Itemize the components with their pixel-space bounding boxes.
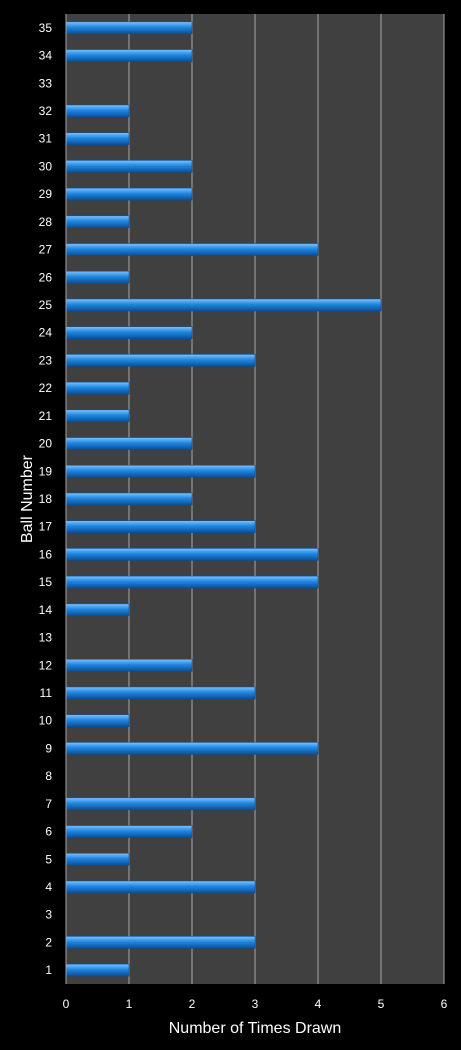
bar — [65, 160, 193, 173]
y-tick-label: 28 — [39, 215, 53, 229]
bar — [65, 603, 130, 617]
y-tick-label: 21 — [39, 409, 53, 423]
y-tick-label: 4 — [45, 880, 52, 894]
y-tick-label: 32 — [39, 104, 53, 118]
bar — [65, 243, 319, 256]
bar — [65, 271, 130, 284]
y-tick-label: 18 — [39, 492, 53, 506]
x-tick-label: 1 — [126, 997, 133, 1011]
y-tick-label: 19 — [39, 464, 53, 478]
y-tick-labels: 1234567891011121314151617181920212223242… — [39, 21, 53, 977]
bar — [65, 659, 193, 672]
bar — [65, 963, 130, 977]
x-tick-label: 4 — [315, 997, 322, 1011]
y-tick-label: 22 — [39, 381, 53, 395]
bar — [65, 548, 319, 561]
y-tick-label: 26 — [39, 270, 53, 284]
x-tick-labels: 0 1 2 3 4 5 6 — [63, 997, 448, 1011]
bar — [65, 742, 319, 755]
y-tick-label: 7 — [45, 797, 52, 811]
bar — [65, 49, 193, 62]
bar — [65, 437, 193, 450]
bar — [65, 21, 193, 35]
bar — [65, 104, 130, 118]
y-tick-label: 27 — [39, 243, 53, 257]
x-tick-label: 6 — [441, 997, 448, 1011]
y-tick-label: 29 — [39, 187, 53, 201]
y-tick-label: 5 — [45, 852, 52, 866]
bar — [65, 492, 193, 506]
bar — [65, 354, 256, 367]
bar — [65, 215, 130, 229]
bar — [65, 326, 193, 339]
x-tick-label: 3 — [252, 997, 259, 1011]
y-tick-label: 34 — [39, 49, 53, 63]
y-tick-label: 30 — [39, 159, 53, 173]
y-tick-label: 8 — [45, 769, 52, 783]
y-tick-label: 10 — [39, 714, 53, 728]
bar — [65, 797, 256, 811]
y-tick-label: 3 — [45, 908, 52, 922]
y-tick-label: 11 — [40, 686, 53, 700]
bar — [65, 381, 130, 395]
y-tick-label: 15 — [39, 575, 53, 589]
bar — [65, 853, 130, 866]
y-tick-label: 9 — [45, 741, 52, 755]
x-tick-label: 0 — [63, 997, 70, 1011]
y-tick-label: 31 — [39, 132, 53, 146]
bar — [65, 714, 130, 727]
y-tick-label: 1 — [45, 963, 52, 977]
bar — [65, 520, 256, 533]
y-tick-label: 16 — [39, 547, 53, 561]
x-tick-label: 2 — [189, 997, 196, 1011]
y-tick-label: 13 — [39, 631, 53, 645]
y-tick-label: 35 — [39, 21, 53, 35]
y-tick-label: 2 — [45, 935, 52, 949]
bar — [65, 575, 319, 589]
y-tick-label: 33 — [39, 76, 53, 90]
bar — [65, 686, 256, 700]
bar — [65, 465, 256, 478]
bar — [65, 187, 193, 201]
y-tick-label: 6 — [45, 825, 52, 839]
bar — [65, 825, 193, 838]
y-tick-label: 23 — [39, 353, 53, 367]
y-tick-label: 12 — [39, 658, 53, 672]
bar — [65, 132, 130, 145]
y-axis-title: Ball Number — [19, 454, 36, 543]
bar — [65, 880, 256, 894]
y-tick-label: 17 — [39, 520, 53, 534]
bar — [65, 409, 130, 423]
x-axis-title: Number of Times Drawn — [169, 1020, 342, 1037]
bar — [65, 298, 382, 312]
x-tick-label: 5 — [378, 997, 385, 1011]
y-tick-label: 24 — [39, 326, 53, 340]
y-tick-label: 14 — [39, 603, 53, 617]
bar — [65, 936, 256, 949]
y-tick-label: 25 — [39, 298, 53, 312]
y-tick-label: 20 — [39, 437, 53, 451]
